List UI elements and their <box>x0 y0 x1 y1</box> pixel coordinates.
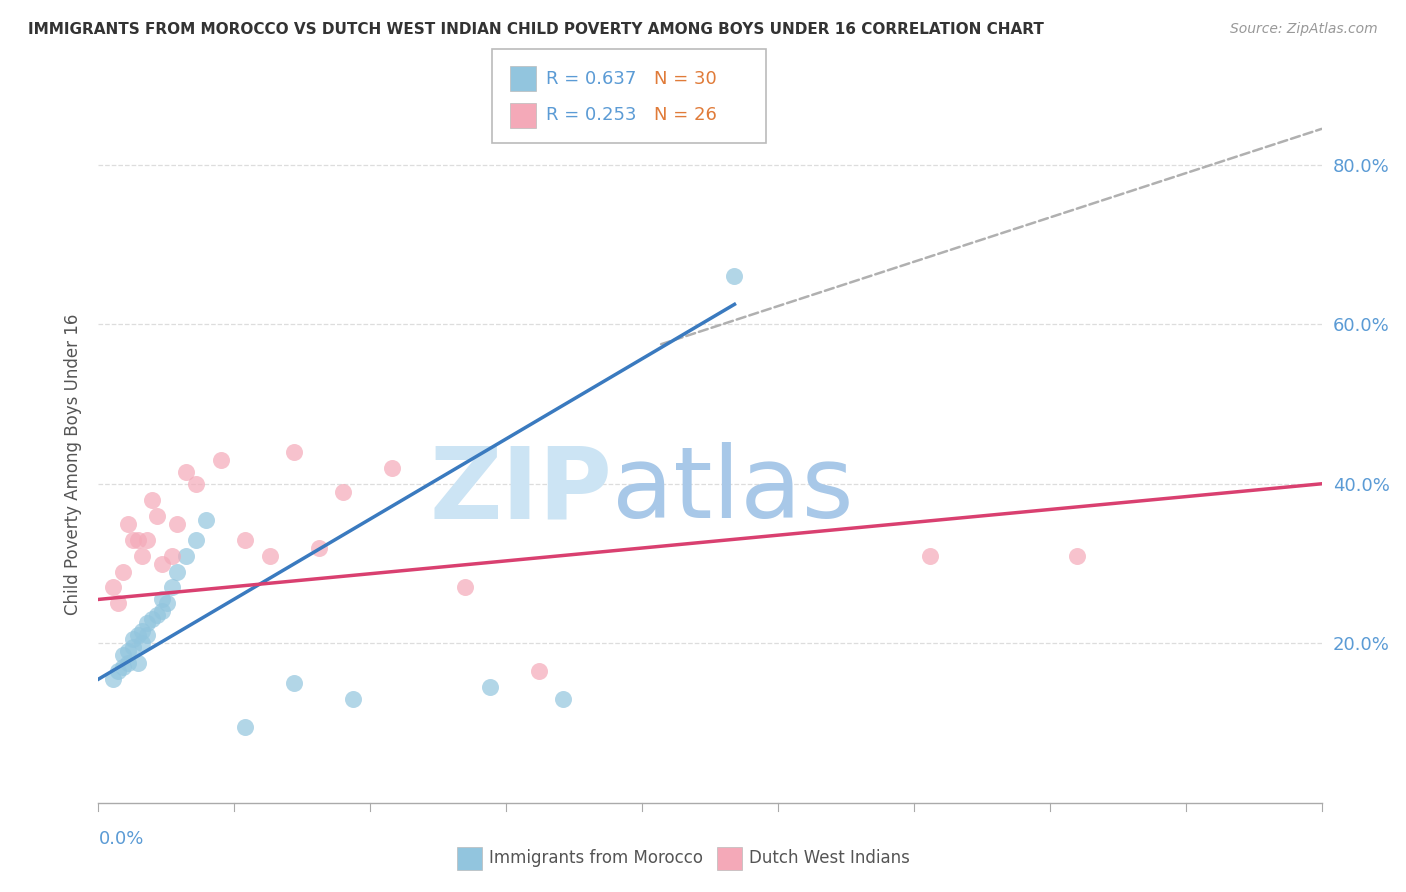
Point <box>1066 549 1088 563</box>
Point <box>283 676 305 690</box>
Point <box>209 453 232 467</box>
Point <box>136 533 159 547</box>
Point <box>141 492 163 507</box>
Point <box>117 657 139 671</box>
Text: ZIP: ZIP <box>429 442 612 540</box>
Point <box>332 484 354 499</box>
Point <box>454 581 477 595</box>
Text: Dutch West Indians: Dutch West Indians <box>749 849 910 867</box>
Point <box>186 533 208 547</box>
Point <box>233 533 256 547</box>
Point <box>920 549 942 563</box>
Point <box>176 465 198 479</box>
Point <box>101 581 124 595</box>
Point <box>150 557 173 571</box>
Point <box>127 657 149 671</box>
Text: Immigrants from Morocco: Immigrants from Morocco <box>489 849 703 867</box>
Point <box>160 549 183 563</box>
Text: R = 0.637: R = 0.637 <box>546 70 636 87</box>
Point <box>195 513 218 527</box>
Point <box>150 604 173 618</box>
Point <box>166 516 188 531</box>
Text: N = 30: N = 30 <box>654 70 717 87</box>
Point <box>131 624 153 639</box>
Point <box>308 541 330 555</box>
Point <box>127 533 149 547</box>
Text: Source: ZipAtlas.com: Source: ZipAtlas.com <box>1230 22 1378 37</box>
Point <box>723 269 745 284</box>
Text: IMMIGRANTS FROM MOROCCO VS DUTCH WEST INDIAN CHILD POVERTY AMONG BOYS UNDER 16 C: IMMIGRANTS FROM MOROCCO VS DUTCH WEST IN… <box>28 22 1045 37</box>
Point <box>478 680 501 694</box>
Text: R = 0.253: R = 0.253 <box>546 106 636 124</box>
Point <box>141 612 163 626</box>
Point <box>176 549 198 563</box>
Point <box>553 692 575 706</box>
Point <box>127 628 149 642</box>
Point <box>131 636 153 650</box>
Point <box>259 549 281 563</box>
Point <box>111 648 134 663</box>
Point <box>283 445 305 459</box>
Point <box>160 581 183 595</box>
Text: N = 26: N = 26 <box>654 106 717 124</box>
Point <box>166 565 188 579</box>
Point <box>150 592 173 607</box>
Point <box>111 565 134 579</box>
Point <box>233 720 256 734</box>
Point <box>342 692 364 706</box>
Point <box>117 644 139 658</box>
Point <box>136 616 159 631</box>
Point <box>146 508 169 523</box>
Point <box>131 549 153 563</box>
Point <box>107 596 129 610</box>
Point <box>121 640 143 655</box>
Point <box>121 632 143 647</box>
Point <box>136 628 159 642</box>
Point <box>381 460 404 475</box>
Point <box>117 516 139 531</box>
Text: atlas: atlas <box>612 442 853 540</box>
Point <box>527 664 550 678</box>
Point <box>107 664 129 678</box>
Point <box>121 533 143 547</box>
Point <box>111 660 134 674</box>
Text: 0.0%: 0.0% <box>98 830 143 848</box>
Point <box>156 596 179 610</box>
Point <box>146 608 169 623</box>
Y-axis label: Child Poverty Among Boys Under 16: Child Poverty Among Boys Under 16 <box>63 313 82 615</box>
Point <box>186 476 208 491</box>
Point <box>101 672 124 686</box>
